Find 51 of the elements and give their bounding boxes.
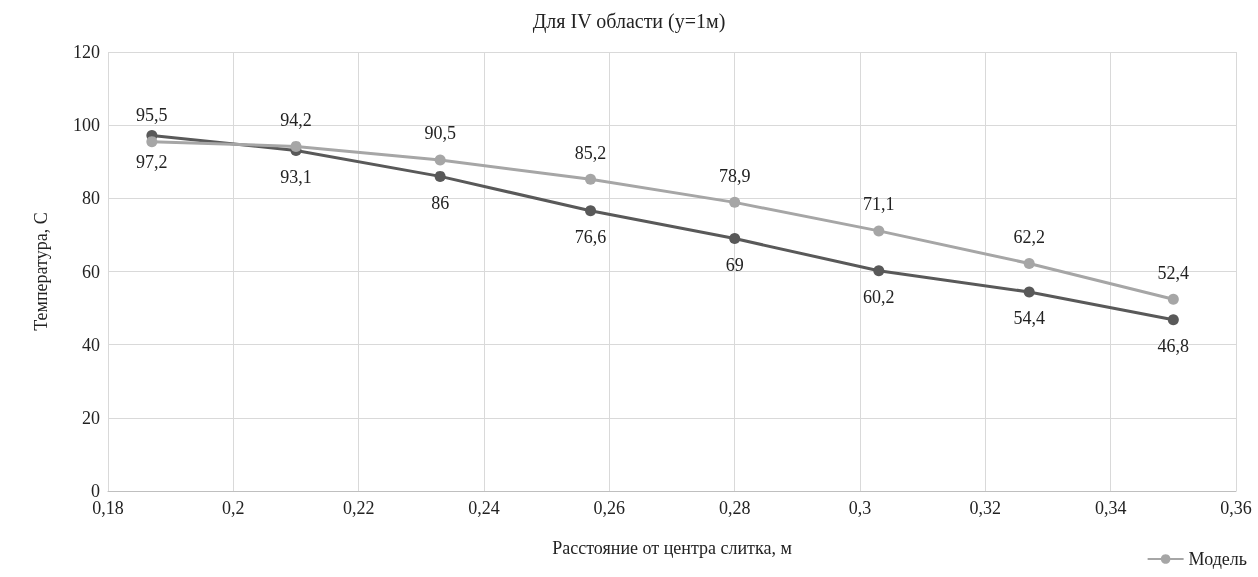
point xyxy=(585,173,597,185)
point xyxy=(1167,314,1179,326)
x-tick-label: 0,32 xyxy=(969,498,1002,518)
x-tick-label: 0,34 xyxy=(1094,498,1127,518)
point xyxy=(873,225,885,237)
x-tick-label: 0,24 xyxy=(468,498,500,518)
y-tick-label: 100 xyxy=(73,115,100,136)
data-label: 95,5 xyxy=(136,105,168,126)
point xyxy=(585,205,597,217)
point xyxy=(434,170,446,182)
x-tick-label: 0,22 xyxy=(342,498,375,518)
data-label: 78,9 xyxy=(718,165,751,186)
data-label: 46,8 xyxy=(1157,336,1190,357)
data-label: 97,2 xyxy=(136,151,168,172)
point xyxy=(1167,293,1179,305)
point xyxy=(729,196,741,208)
data-label: 62,2 xyxy=(1013,226,1045,247)
data-label: 52,4 xyxy=(1157,262,1190,283)
legend-label: Модель xyxy=(1188,549,1248,569)
x-tick-label: 0,26 xyxy=(593,498,626,518)
data-label: 60,2 xyxy=(863,287,895,308)
x-tick-label: 0,2 xyxy=(222,498,245,518)
data-label: 94,2 xyxy=(280,109,312,130)
point xyxy=(434,154,446,166)
data-label: 90,5 xyxy=(424,123,456,144)
x-tick-label: 0,28 xyxy=(718,498,751,518)
y-tick-label: 120 xyxy=(73,42,100,62)
point xyxy=(1023,286,1035,298)
data-label: 86 xyxy=(431,192,450,213)
x-tick-label: 0,3 xyxy=(848,498,872,518)
data-label: 54,4 xyxy=(1013,308,1045,329)
point xyxy=(1023,257,1035,269)
point xyxy=(873,265,885,277)
data-label: 69 xyxy=(725,255,744,276)
y-tick-label: 0 xyxy=(91,481,100,501)
data-label: 93,1 xyxy=(280,166,312,187)
data-label: 71,1 xyxy=(863,194,895,215)
point xyxy=(729,233,741,245)
point xyxy=(146,136,158,148)
x-tick-label: 0,18 xyxy=(92,498,124,518)
x-axis-title: Расстояние от центра слитка, м xyxy=(552,538,792,558)
data-label: 85,2 xyxy=(574,142,607,163)
x-tick-label: 0,36 xyxy=(1220,498,1252,518)
data-label: 76,6 xyxy=(574,227,607,248)
y-tick-label: 40 xyxy=(82,334,100,355)
y-tick-label: 60 xyxy=(82,261,100,282)
chart-title: Для IV области (y=1м) xyxy=(532,10,726,33)
y-tick-label: 80 xyxy=(82,188,100,209)
y-axis-title: Температура, C xyxy=(31,212,51,331)
point xyxy=(290,140,302,152)
y-tick-label: 20 xyxy=(82,407,100,428)
